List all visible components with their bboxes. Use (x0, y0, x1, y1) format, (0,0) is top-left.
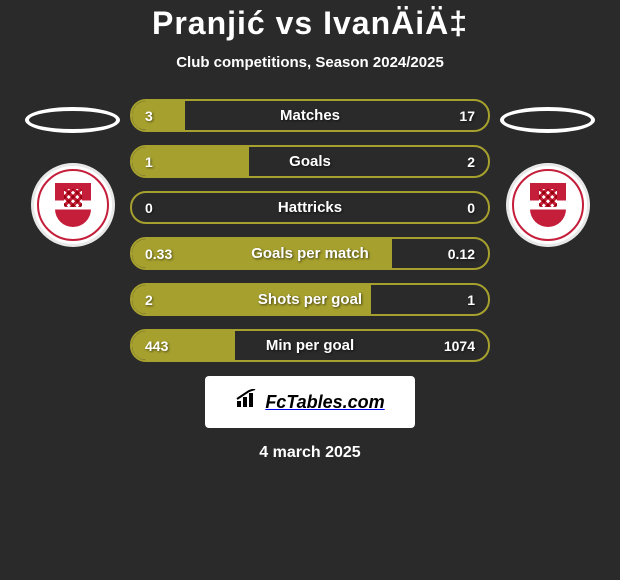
stat-left-value: 2 (145, 292, 153, 308)
stat-left-value: 1 (145, 154, 153, 170)
stat-left-value: 443 (145, 338, 168, 354)
player-photo-placeholder-right (500, 107, 595, 133)
stat-right-value: 0.12 (448, 246, 475, 262)
stat-row-min-per-goal: 443 Min per goal 1074 (130, 329, 490, 362)
stat-left-value: 0.33 (145, 246, 172, 262)
stat-row-matches: 3 Matches 17 (130, 99, 490, 132)
club-badge-right (506, 163, 590, 247)
stat-right-value: 2 (467, 154, 475, 170)
brand-text: FcTables.com (265, 392, 384, 413)
page-title: Pranjić vs IvanÄiÄ‡ (0, 5, 620, 42)
player-photo-placeholder-left (25, 107, 120, 133)
stat-left-value: 0 (145, 200, 153, 216)
right-player-col (500, 99, 595, 247)
stat-label: Goals (289, 153, 331, 170)
stat-label: Shots per goal (258, 291, 362, 308)
stat-left-value: 3 (145, 108, 153, 124)
stat-right-value: 17 (459, 108, 475, 124)
chart-icon (235, 389, 261, 415)
date-label: 4 march 2025 (0, 444, 620, 462)
main-row: 3 Matches 17 1 Goals 2 0 Hattricks 0 0.3… (0, 99, 620, 362)
stat-right-value: 1074 (444, 338, 475, 354)
comparison-card: Pranjić vs IvanÄiÄ‡ Club competitions, S… (0, 0, 620, 462)
stat-fill (132, 101, 185, 130)
stat-right-value: 0 (467, 200, 475, 216)
badge-shield (530, 183, 566, 227)
club-badge-left (31, 163, 115, 247)
left-player-col (25, 99, 120, 247)
stats-column: 3 Matches 17 1 Goals 2 0 Hattricks 0 0.3… (130, 99, 490, 362)
brand-link[interactable]: FcTables.com (205, 376, 415, 428)
stat-row-hattricks: 0 Hattricks 0 (130, 191, 490, 224)
badge-shield (55, 183, 91, 227)
stat-label: Min per goal (266, 337, 354, 354)
stat-label: Goals per match (251, 245, 369, 262)
stat-right-value: 1 (467, 292, 475, 308)
stat-row-shots-per-goal: 2 Shots per goal 1 (130, 283, 490, 316)
stat-row-goals-per-match: 0.33 Goals per match 0.12 (130, 237, 490, 270)
stat-label: Matches (280, 107, 340, 124)
stat-label: Hattricks (278, 199, 342, 216)
subtitle: Club competitions, Season 2024/2025 (0, 54, 620, 71)
stat-row-goals: 1 Goals 2 (130, 145, 490, 178)
